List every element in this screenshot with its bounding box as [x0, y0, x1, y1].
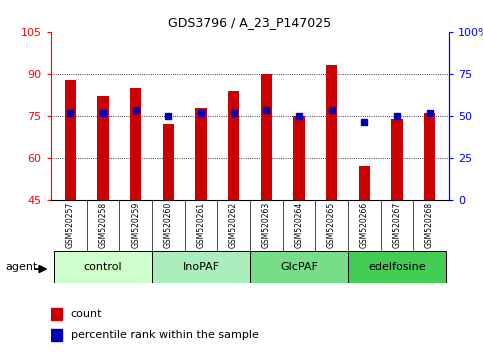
Bar	[250, 251, 348, 283]
Bar	[326, 65, 337, 200]
Bar	[424, 113, 435, 200]
Text: GSM520262: GSM520262	[229, 201, 238, 248]
Bar	[51, 308, 62, 320]
Text: GSM520259: GSM520259	[131, 201, 140, 248]
Bar	[152, 251, 250, 283]
Bar	[195, 108, 207, 200]
Bar	[65, 80, 76, 200]
Text: GSM520267: GSM520267	[392, 201, 401, 248]
Bar	[358, 166, 370, 200]
Title: GDS3796 / A_23_P147025: GDS3796 / A_23_P147025	[169, 16, 331, 29]
Bar	[97, 96, 109, 200]
Bar	[260, 74, 272, 200]
Text: GSM520258: GSM520258	[99, 201, 108, 248]
Text: GSM520268: GSM520268	[425, 201, 434, 248]
Text: GSM520257: GSM520257	[66, 201, 75, 248]
Bar	[228, 91, 240, 200]
Text: GlcPAF: GlcPAF	[280, 262, 318, 272]
Text: GSM520261: GSM520261	[197, 201, 205, 248]
Bar	[391, 119, 403, 200]
Text: agent: agent	[6, 262, 38, 272]
Text: GSM520266: GSM520266	[360, 201, 369, 248]
Text: GSM520265: GSM520265	[327, 201, 336, 248]
Text: percentile rank within the sample: percentile rank within the sample	[71, 330, 258, 340]
Bar	[130, 88, 142, 200]
Bar	[293, 116, 305, 200]
Bar	[54, 251, 152, 283]
Text: InoPAF: InoPAF	[183, 262, 219, 272]
Bar	[348, 251, 446, 283]
Bar	[163, 124, 174, 200]
Text: control: control	[84, 262, 122, 272]
Text: GSM520263: GSM520263	[262, 201, 271, 248]
Bar	[51, 329, 62, 341]
Text: GSM520260: GSM520260	[164, 201, 173, 248]
Text: edelfosine: edelfosine	[368, 262, 426, 272]
Text: GSM520264: GSM520264	[295, 201, 303, 248]
Text: count: count	[71, 309, 102, 319]
